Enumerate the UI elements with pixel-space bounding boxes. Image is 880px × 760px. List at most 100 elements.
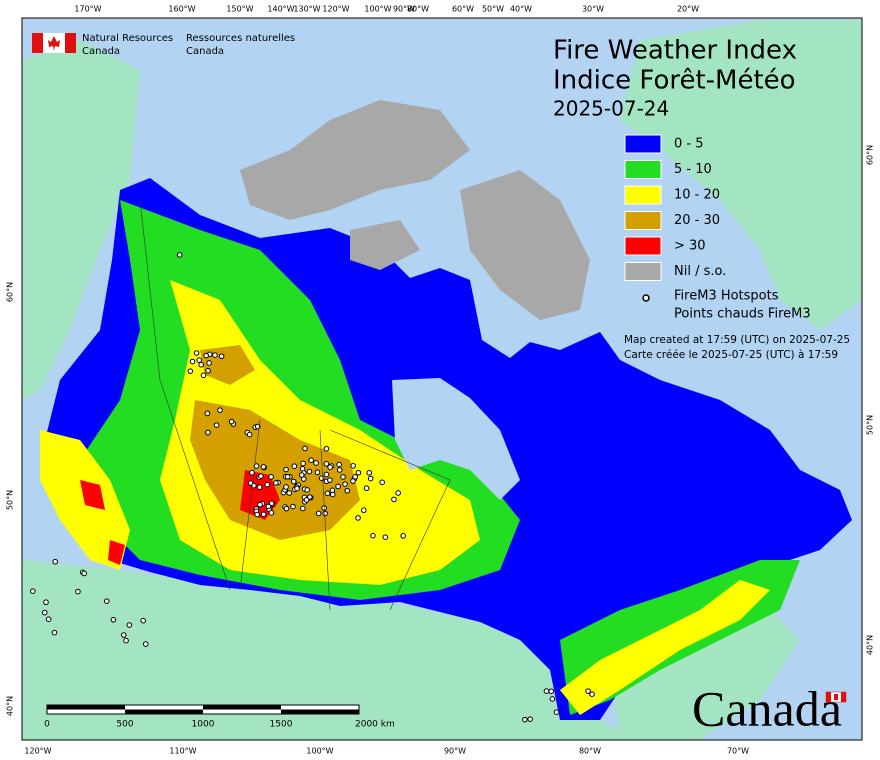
scale-bar	[46, 704, 360, 715]
province-borders	[139, 199, 451, 611]
hotspot	[342, 481, 348, 487]
legend-swatch	[624, 262, 662, 281]
longitude-label: 30°W	[582, 5, 604, 14]
hotspot	[257, 501, 263, 508]
hotspot	[246, 431, 253, 438]
flag-bar	[65, 33, 76, 53]
legend-label: 10 - 20	[674, 188, 720, 203]
hotspot	[260, 511, 267, 518]
longitude-label: 60°W	[452, 5, 474, 14]
hotspot	[553, 709, 560, 715]
hotspot	[81, 570, 87, 577]
hotspot	[218, 353, 225, 360]
hotspot	[283, 505, 290, 512]
hotspot	[355, 469, 362, 476]
hotspot	[196, 357, 203, 363]
maple-leaf	[834, 694, 838, 700]
longitude-label: 110°W	[169, 747, 196, 756]
longitude-label: 80°W	[579, 747, 601, 756]
hotspot	[340, 474, 346, 480]
hotspot	[336, 461, 342, 468]
hotspot	[543, 688, 550, 694]
map-area	[22, 18, 862, 740]
scale-label: 1000	[192, 720, 215, 730]
maple-leaf	[48, 36, 60, 51]
hotspot	[363, 485, 370, 492]
hotspot	[302, 445, 308, 452]
title: Fire Weather Index	[553, 36, 797, 66]
credit: Map created at 17:59 (UTC) on 2025-07-25	[624, 334, 850, 346]
agency-en: Natural Resources	[82, 33, 173, 44]
hotspot	[75, 588, 81, 595]
hotspot	[366, 469, 373, 476]
hotspot	[323, 461, 330, 467]
hotspot	[298, 472, 305, 478]
agency-signature: Natural Resources Canada Ressources natu…	[32, 33, 295, 57]
longitude-label: 50°W	[482, 5, 504, 14]
longitude-label: 120°W	[322, 5, 349, 14]
hotspot	[43, 599, 49, 606]
longitude-label: 140°W	[267, 5, 294, 14]
longitude-label: 120°W	[24, 747, 51, 756]
legend-swatch	[624, 211, 662, 230]
longitude-label: 20°W	[677, 5, 699, 14]
hotspot	[549, 696, 556, 702]
hotspot	[41, 609, 48, 616]
hotspot	[204, 410, 211, 417]
hotspot	[253, 463, 260, 469]
alaska	[22, 40, 140, 400]
hotspot	[400, 533, 407, 539]
fwi-20-30-zone	[190, 400, 360, 540]
hotspot	[585, 688, 591, 694]
hotspot	[205, 429, 211, 436]
latitude-label: 60°N	[866, 145, 875, 165]
hudson-bay	[392, 378, 520, 500]
scale-bar-segment	[281, 709, 359, 714]
hotspot	[268, 500, 275, 507]
legend-hotspots: Points chauds FireM3	[674, 307, 811, 322]
hotspot	[189, 358, 196, 365]
united-states	[22, 560, 640, 740]
hotspot	[379, 479, 386, 486]
hotspot	[187, 368, 194, 374]
hotspot	[205, 367, 211, 374]
hotspot	[52, 558, 58, 565]
legend: 0 - 5 5 - 10 10 - 20 20 - 30 > 30 Nil / s.o.	[624, 134, 726, 281]
scale-label: 2000 km	[355, 720, 395, 730]
legend-swatch	[624, 236, 662, 256]
hotspot	[103, 598, 110, 604]
fwi-10-20-east	[560, 580, 770, 715]
hotspot	[313, 460, 319, 466]
flag-bar	[841, 692, 846, 702]
hotspot	[258, 473, 264, 479]
hotspot	[51, 629, 58, 636]
legend-hotspots: FireM3 Hotspots	[674, 289, 779, 304]
hotspot	[300, 460, 306, 467]
latitude-label: 50°N	[6, 490, 15, 510]
hotspot	[193, 350, 200, 356]
longitude-label: 100°W	[306, 747, 333, 756]
hotspot-legend-symbol	[642, 294, 650, 302]
longitude-label: 80°W	[407, 5, 429, 14]
hotspot	[123, 637, 129, 644]
longitude-label: 160°W	[168, 5, 195, 14]
hotspot	[198, 361, 204, 368]
hotspot	[314, 469, 321, 476]
longitude-label: 90°W	[393, 5, 415, 14]
title: Indice Forêt-Météo	[553, 66, 796, 96]
flag-bar	[826, 692, 831, 702]
hotspot	[260, 464, 267, 470]
hotspot	[527, 716, 533, 722]
hotspot	[303, 497, 310, 503]
hotspot	[249, 469, 255, 476]
hotspot	[206, 360, 212, 366]
credit: Carte créée le 2025-07-25 (UTC) à 17:59	[624, 349, 838, 361]
legend-swatch	[624, 134, 662, 154]
hotspot	[200, 372, 207, 379]
hotspot	[283, 484, 289, 490]
flag-bar	[32, 33, 43, 53]
longitude-label: 90°W	[444, 747, 466, 756]
longitude-label: 150°W	[226, 5, 253, 14]
hotspot	[360, 507, 367, 514]
